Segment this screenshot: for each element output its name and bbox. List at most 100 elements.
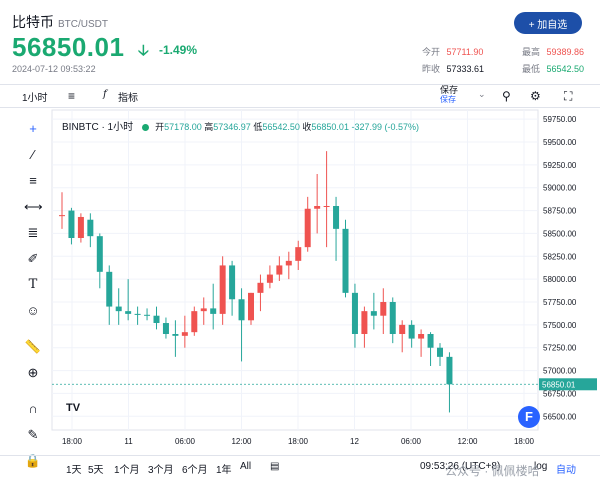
x-tick-label: 18:00 — [514, 437, 535, 446]
y-tick-label: 59000.00 — [543, 184, 577, 193]
asset-pair: BTC/USDT — [58, 19, 108, 30]
candle-body — [427, 334, 434, 348]
zoom-icon[interactable]: ⊕ — [27, 365, 39, 380]
candle-body — [323, 206, 330, 207]
interval-button[interactable]: 1小时 — [22, 93, 48, 104]
candle-body — [248, 292, 254, 321]
chart-toolbar: 1小时 ≡ f 指标 保存 保存 ⌄ ⚲ ⚙ ⛶ — [0, 84, 600, 108]
candle-body — [370, 311, 377, 316]
brush-icon[interactable]: ✐ — [27, 251, 39, 266]
candle-body — [285, 260, 292, 266]
x-tick-label: 06:00 — [401, 437, 422, 446]
x-tick-label: 11 — [124, 437, 133, 446]
chevron-down-icon[interactable]: ⌄ — [478, 89, 486, 99]
chart-legend: BINBTC · 1小时 开57178.00 高57346.97 低56542.… — [62, 122, 420, 133]
range-bar: 1天 5天 1个月 3个月 6个月 1年 All ▤ 09:53:26 (UTC… — [0, 455, 600, 477]
candle-body — [191, 311, 198, 333]
candle-body — [125, 311, 132, 314]
asset-title: 比特币 BTC/USDT — [12, 12, 108, 32]
x-tick-label: 06:00 — [175, 437, 196, 446]
legend-change: -327.99 (-0.57%) — [351, 122, 420, 132]
candle-body — [333, 206, 340, 229]
candle-body — [59, 215, 65, 217]
candle-body — [437, 347, 443, 357]
range-1y[interactable]: 1年 — [216, 465, 232, 476]
horizontal-lines-icon[interactable]: ≡ — [29, 173, 37, 188]
range-1m[interactable]: 1个月 — [114, 465, 140, 476]
fib-icon[interactable]: ≣ — [27, 225, 39, 240]
candle-body — [399, 324, 406, 334]
emoji-icon[interactable]: ☺ — [26, 303, 40, 318]
y-tick-label: 57500.00 — [543, 321, 577, 330]
y-tick-label: 58750.00 — [543, 207, 577, 216]
lock-drawing-icon[interactable]: ✎ — [27, 427, 39, 442]
candle-body — [115, 306, 122, 312]
candle-body — [446, 356, 453, 385]
crosshair-icon[interactable]: + — [29, 121, 37, 136]
candle-body — [380, 302, 387, 316]
trendline-icon[interactable]: ∕ — [31, 147, 35, 162]
current-price: 56850.01 — [12, 32, 125, 62]
lock-icon[interactable]: 🔒 — [24, 453, 42, 468]
stat-low: 最低 56542.50 — [522, 64, 585, 74]
save-button[interactable]: 保存 保存 — [440, 85, 459, 105]
candle-type-icon[interactable]: ≡ — [68, 89, 76, 103]
range-1d[interactable]: 1天 — [66, 465, 82, 476]
candle-body — [304, 208, 311, 248]
timestamp: 2024-07-12 09:53:22 — [12, 64, 96, 74]
change-percent: -1.49% — [159, 43, 198, 57]
candle-body — [77, 216, 84, 238]
pattern-icon[interactable]: ⟷ — [24, 199, 43, 214]
add-watchlist-button[interactable]: + 加自选 — [514, 12, 582, 34]
candle-body — [351, 292, 358, 334]
candle-body — [96, 236, 103, 272]
y-tick-label: 58000.00 — [543, 275, 577, 284]
range-6m[interactable]: 6个月 — [182, 465, 208, 476]
range-5d[interactable]: 5天 — [88, 465, 104, 476]
stat-high: 最高 59389.86 — [522, 47, 585, 57]
y-tick-label: 59500.00 — [543, 138, 577, 147]
candle-body — [172, 334, 179, 336]
clock-readout[interactable]: 09:53:26 (UTC+8) — [420, 461, 501, 472]
gear-icon[interactable]: ⚙ — [530, 89, 541, 103]
legend-open: 57178.00 — [164, 122, 202, 132]
asset-name: 比特币 — [12, 14, 54, 30]
f-badge-icon[interactable]: F — [518, 406, 540, 428]
y-tick-label: 58500.00 — [543, 229, 577, 238]
candle-body — [68, 210, 75, 238]
candle-body — [266, 274, 273, 283]
y-tick-label: 58250.00 — [543, 252, 577, 261]
candle-body — [162, 323, 169, 334]
last-price-tag — [539, 378, 597, 391]
legend-high: 57346.97 — [213, 122, 251, 132]
last-price-label: 56850.01 — [542, 380, 576, 389]
x-tick-label: 12 — [350, 437, 359, 446]
text-icon[interactable]: T — [28, 277, 38, 292]
calendar-icon[interactable]: ▤ — [270, 461, 280, 472]
candle-body — [200, 308, 207, 312]
indicators-button[interactable]: 指标 — [118, 93, 138, 104]
auto-toggle[interactable]: 自动 — [556, 465, 576, 476]
candlestick-chart[interactable]: 59750.00 59500.00 59250.00 59000.00 58750.00… — [0, 0, 600, 455]
tradingview-logo: TV — [66, 402, 81, 414]
search-icon[interactable]: ⚲ — [502, 89, 511, 103]
candle-body — [181, 332, 188, 336]
legend-low: 56542.50 — [262, 122, 300, 132]
y-tick-label: 57750.00 — [543, 298, 577, 307]
range-3m[interactable]: 3个月 — [148, 465, 174, 476]
drawing-tools: + ∕ ≡ ⟷ ≣ ✐ T ☺ 📏 ⊕ ∩ ✎ 🔒 — [0, 110, 60, 468]
magnet-icon[interactable]: ∩ — [28, 401, 38, 416]
fx-icon[interactable]: f — [103, 89, 107, 100]
x-tick-label: 12:00 — [231, 437, 252, 446]
range-all[interactable]: All — [240, 461, 252, 472]
candle-body — [408, 324, 415, 339]
ruler-icon[interactable]: 📏 — [24, 339, 42, 354]
candle-body — [106, 271, 113, 307]
y-tick-label: 56750.00 — [543, 389, 577, 398]
fullscreen-icon[interactable]: ⛶ — [564, 89, 573, 103]
down-arrow-icon: 🡣 — [138, 42, 149, 59]
log-toggle[interactable]: log — [534, 461, 548, 472]
candle-body — [257, 282, 264, 293]
x-tick-label: 18:00 — [288, 437, 309, 446]
y-tick-label: 57250.00 — [543, 344, 577, 353]
